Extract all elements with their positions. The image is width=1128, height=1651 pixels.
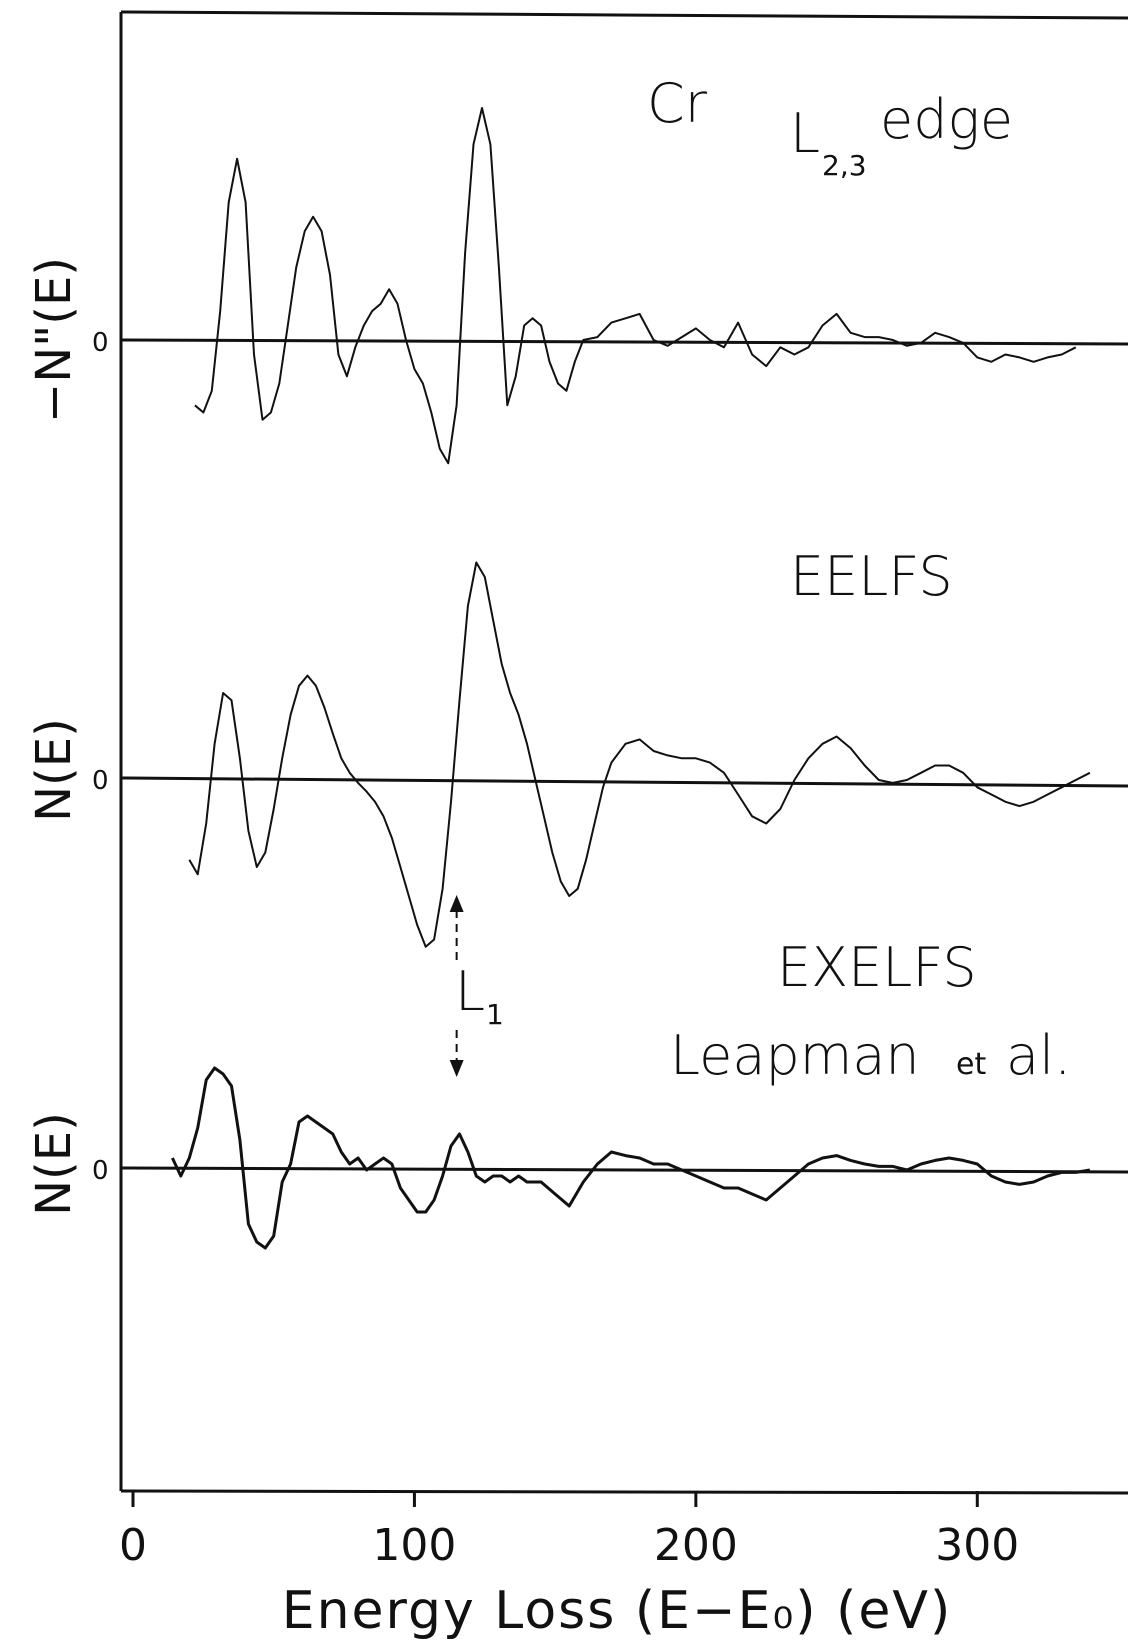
panel-title-edge-suffix: edge [880, 88, 1013, 151]
annotation-al: al. [1006, 1024, 1071, 1087]
l1-marker-subscript: 1 [486, 998, 504, 1031]
curve-eelfs [188, 561, 1091, 948]
x-tick-label: 200 [654, 1520, 738, 1571]
zero-label-middle: 0 [92, 766, 109, 796]
curve-cr-l23-second-derivative [194, 107, 1077, 465]
frame-bottom-axis-line [120, 1489, 1128, 1495]
curves-group [171, 107, 1091, 1250]
l1-arrow-down-head [449, 1060, 464, 1077]
y-axis-label-bottom: N(E) [26, 1112, 82, 1216]
x-tick-label: 0 [119, 1520, 147, 1571]
x-tick-label: 100 [372, 1520, 456, 1571]
l1-arrow-up-head [449, 895, 464, 912]
curve-exelfs-leapman [171, 1066, 1091, 1250]
panel-title-edge-subscript: 2,3 [822, 149, 867, 182]
annotation-exelfs: EXELFS [777, 936, 977, 999]
baseline-top [120, 338, 1128, 346]
x-axis-ticks: 0 100 200 300 [119, 1491, 1019, 1571]
zero-label-top: 0 [92, 328, 109, 358]
x-tick-label: 300 [935, 1520, 1019, 1571]
baseline-middle [120, 776, 1128, 788]
zero-label-bottom: 0 [92, 1156, 109, 1186]
frame-top-line [120, 10, 1128, 20]
y-axis-label-top: −N"(E) [26, 257, 82, 423]
annotation-eelfs: EELFS [790, 545, 953, 608]
l1-marker-arrows [449, 895, 464, 1077]
annotation-leapman: Leapman [670, 1024, 920, 1087]
l1-marker-label: L [455, 960, 485, 1023]
panel-title-element: Cr [647, 72, 708, 135]
annotation-et: et [956, 1047, 986, 1082]
panel-title-edge: L [790, 102, 820, 165]
x-axis-label: Energy Loss (E−E₀) (eV) [282, 1581, 953, 1641]
y-axis-label-middle: N(E) [26, 718, 82, 822]
baseline-bottom [120, 1166, 1128, 1174]
